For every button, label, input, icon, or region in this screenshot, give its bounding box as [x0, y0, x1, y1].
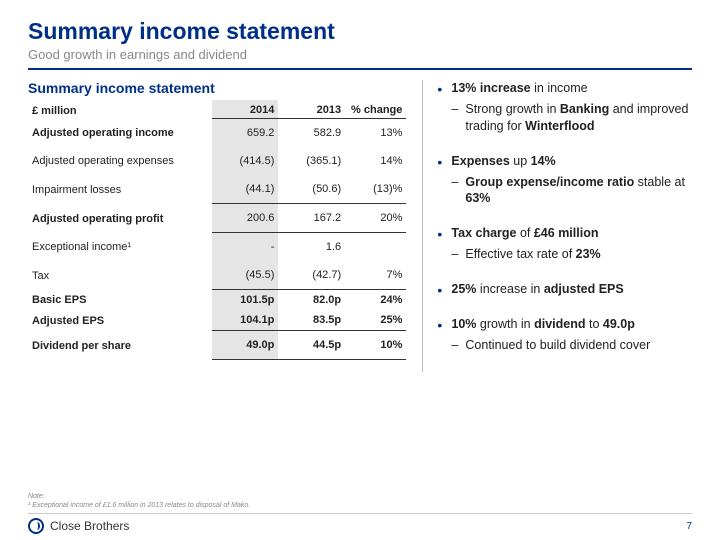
table-row: Dividend per share49.0p44.5p10% [28, 331, 406, 360]
highlight-subitem: Group expense/income ratio stable at 63% [451, 174, 692, 208]
table-cell: 167.2 [278, 204, 345, 233]
table-cell: (45.5) [212, 261, 279, 290]
table-cell: 14% [345, 147, 406, 175]
table-cell: 104.1p [212, 310, 279, 331]
table-row: Basic EPS101.5p82.0p24% [28, 290, 406, 311]
table-cell: 200.6 [212, 204, 279, 233]
table-cell: 13% [345, 119, 406, 148]
table-cell: 10% [345, 331, 406, 360]
income-table: £ million 2014 2013 % change Adjusted op… [28, 100, 406, 360]
table-cell: (414.5) [212, 147, 279, 175]
table-cell: (44.1) [212, 175, 279, 204]
table-row: Impairment losses(44.1)(50.6)(13)% [28, 175, 406, 204]
table-cell: Exceptional income¹ [28, 233, 212, 262]
table-row: Adjusted operating profit200.6167.220% [28, 204, 406, 233]
table-cell: 44.5p [278, 331, 345, 360]
table-row: Tax(45.5)(42.7)7% [28, 261, 406, 290]
table-row: Adjusted operating income659.2582.913% [28, 119, 406, 148]
footnote-label: Note: [28, 493, 45, 500]
logo-text: Close Brothers [50, 519, 129, 533]
table-cell: 83.5p [278, 310, 345, 331]
table-title: Summary income statement [28, 80, 406, 96]
table-cell: - [212, 233, 279, 262]
table-cell: 7% [345, 261, 406, 290]
table-cell: Adjusted operating expenses [28, 147, 212, 175]
table-cell: Impairment losses [28, 175, 212, 204]
highlight-item: 25% increase in adjusted EPS [437, 281, 692, 298]
title-rule [28, 68, 692, 70]
table-cell: Adjusted EPS [28, 310, 212, 331]
unit-label: £ million [28, 100, 212, 119]
table-panel: Summary income statement £ million 2014 … [28, 80, 422, 372]
table-cell: (13)% [345, 175, 406, 204]
table-cell [345, 233, 406, 262]
table-cell: 49.0p [212, 331, 279, 360]
footnote-text: ¹ Exceptional income of £1.6 million in … [28, 502, 250, 509]
table-cell: Dividend per share [28, 331, 212, 360]
page-subtitle: Good growth in earnings and dividend [28, 47, 692, 62]
table-cell: Adjusted operating income [28, 119, 212, 148]
table-row: Adjusted EPS104.1p83.5p25% [28, 310, 406, 331]
table-cell: 101.5p [212, 290, 279, 311]
table-cell: Basic EPS [28, 290, 212, 311]
table-row: Adjusted operating expenses(414.5)(365.1… [28, 147, 406, 175]
table-cell: (42.7) [278, 261, 345, 290]
highlight-subitem: Strong growth in Banking and improved tr… [451, 101, 692, 135]
table-cell: 24% [345, 290, 406, 311]
logo-icon [28, 518, 44, 534]
footer: Close Brothers 7 [28, 513, 692, 534]
col-2013: 2013 [278, 100, 345, 119]
highlights-panel: 13% increase in incomeStrong growth in B… [422, 80, 692, 372]
table-cell: 25% [345, 310, 406, 331]
table-cell: 82.0p [278, 290, 345, 311]
table-cell: 582.9 [278, 119, 345, 148]
table-cell: 20% [345, 204, 406, 233]
highlight-item: 10% growth in dividend to 49.0pContinued… [437, 316, 692, 354]
highlight-subitem: Effective tax rate of 23% [451, 246, 692, 263]
table-row: Exceptional income¹-1.6 [28, 233, 406, 262]
highlight-item: Expenses up 14%Group expense/income rati… [437, 153, 692, 208]
table-cell: Adjusted operating profit [28, 204, 212, 233]
highlight-subitem: Continued to build dividend cover [451, 337, 692, 354]
table-cell: (365.1) [278, 147, 345, 175]
table-cell: Tax [28, 261, 212, 290]
page-number: 7 [686, 521, 692, 532]
highlight-item: 13% increase in incomeStrong growth in B… [437, 80, 692, 135]
footnote: Note: ¹ Exceptional income of £1.6 milli… [28, 493, 250, 510]
table-cell: 1.6 [278, 233, 345, 262]
table-cell: 659.2 [212, 119, 279, 148]
col-2014: 2014 [212, 100, 279, 119]
table-cell: (50.6) [278, 175, 345, 204]
highlight-item: Tax charge of £46 millionEffective tax r… [437, 225, 692, 263]
logo: Close Brothers [28, 518, 129, 534]
page-title: Summary income statement [28, 18, 692, 45]
col-change: % change [345, 100, 406, 119]
